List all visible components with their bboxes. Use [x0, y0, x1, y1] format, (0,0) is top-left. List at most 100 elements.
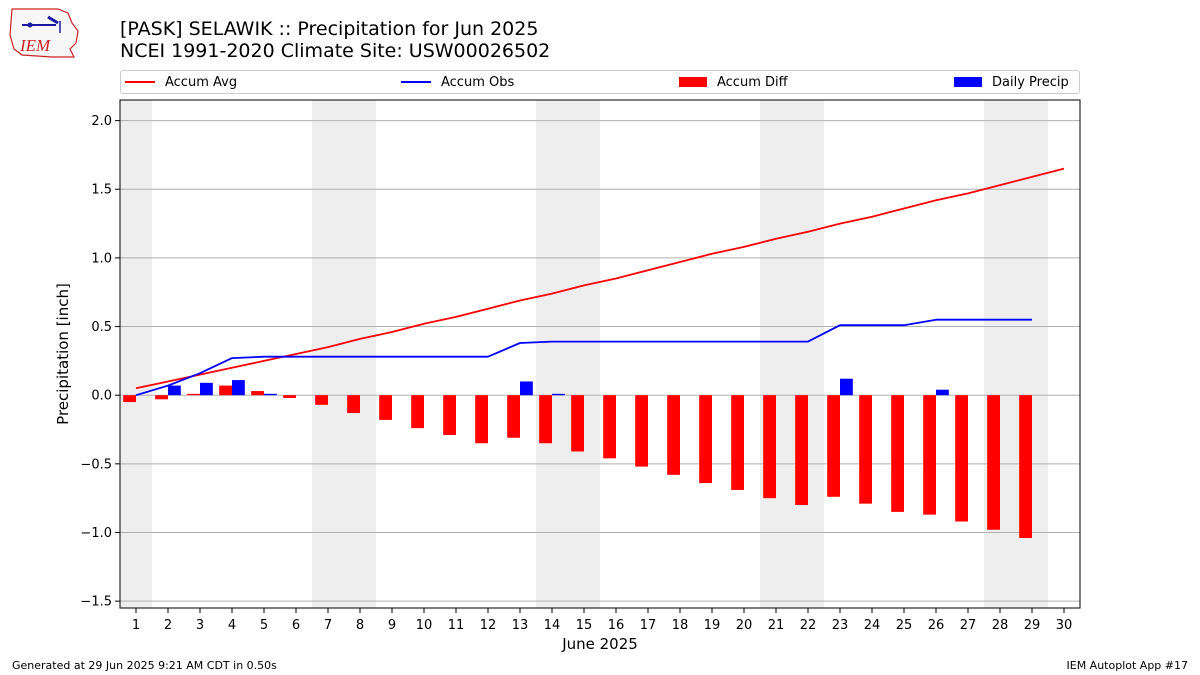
accum-diff-bar — [859, 395, 872, 504]
accum-diff-bar — [571, 395, 584, 452]
accum-diff-bar — [795, 395, 808, 506]
accum-diff-bar — [443, 395, 456, 436]
weekend-shade — [984, 100, 1048, 608]
x-tick-label: 30 — [1056, 618, 1073, 633]
x-tick-label: 26 — [928, 618, 945, 633]
accum-diff-bar — [283, 395, 296, 398]
legend-swatch-accum-diff — [679, 77, 707, 87]
accum-diff-bar — [219, 385, 232, 396]
y-tick-label: 2.0 — [91, 114, 112, 129]
iem-logo: IEM — [8, 5, 80, 59]
accum-diff-bar — [155, 395, 168, 400]
footer-app: IEM Autoplot App #17 — [1066, 659, 1189, 672]
x-tick-label: 27 — [960, 618, 977, 633]
x-tick-label: 5 — [260, 618, 268, 633]
y-tick-label: −1.5 — [80, 595, 112, 610]
legend-label-daily-precip: Daily Precip — [992, 74, 1069, 90]
x-tick-label: 24 — [864, 618, 881, 633]
x-tick-label: 7 — [324, 618, 332, 633]
x-tick-label: 9 — [388, 618, 396, 633]
x-tick-label: 21 — [768, 618, 785, 633]
weekend-shade — [536, 100, 600, 608]
x-tick-label: 3 — [196, 618, 204, 633]
accum-diff-bar — [187, 393, 200, 396]
accum-diff-bar — [347, 395, 360, 414]
x-tick-label: 13 — [512, 618, 529, 633]
daily-precip-bar — [200, 382, 213, 396]
x-tick-label: 10 — [416, 618, 433, 633]
daily-precip-bar — [840, 378, 853, 396]
accum-diff-bar — [539, 395, 552, 444]
plot-frame — [119, 99, 1081, 609]
x-tick-label: 2 — [164, 618, 172, 633]
y-tick-label: −1.0 — [80, 526, 112, 541]
x-tick-label: 12 — [480, 618, 497, 633]
x-tick-label: 4 — [228, 618, 236, 633]
accum-diff-bar — [315, 395, 328, 405]
accum-diff-bar — [123, 395, 136, 403]
x-tick-label: 1 — [132, 618, 140, 633]
x-tick-label: 17 — [640, 618, 657, 633]
legend-swatch-accum-obs — [401, 81, 431, 83]
y-tick-label: 1.5 — [91, 183, 112, 198]
x-tick-label: 23 — [832, 618, 849, 633]
x-tick-label: 8 — [356, 618, 364, 633]
chart-legend: Accum Avg Accum Obs Accum Diff Daily Pre… — [120, 70, 1080, 94]
daily-precip-bar — [552, 393, 565, 396]
accum-diff-bar — [923, 395, 936, 515]
weekend-shade — [760, 100, 824, 608]
daily-precip-bar — [936, 389, 949, 396]
accum-diff-bar — [731, 395, 744, 490]
footer-generated: Generated at 29 Jun 2025 9:21 AM CDT in … — [12, 659, 277, 672]
legend-item-accum-obs: Accum Obs — [401, 71, 514, 93]
x-tick-label: 29 — [1024, 618, 1041, 633]
y-tick-label: 0.0 — [91, 389, 112, 404]
accum-diff-bar — [763, 395, 776, 499]
x-tick-label: 20 — [736, 618, 753, 633]
accum-diff-bar — [507, 395, 520, 438]
chart-subtitle: NCEI 1991-2020 Climate Site: USW00026502 — [120, 40, 551, 62]
accum-diff-bar — [1019, 395, 1032, 538]
accum-diff-bar — [603, 395, 616, 459]
accum-diff-bar — [827, 395, 840, 497]
accum-diff-bar — [475, 395, 488, 444]
accum-diff-bar — [987, 395, 1000, 530]
y-tick-label: −0.5 — [80, 457, 112, 472]
weekend-shade — [120, 100, 152, 608]
accum-diff-bar — [379, 395, 392, 420]
accum-diff-bar — [891, 395, 904, 512]
legend-item-accum-diff: Accum Diff — [679, 71, 788, 93]
daily-precip-bar — [520, 381, 533, 396]
accum-avg-line — [135, 167, 1065, 390]
logo-text: IEM — [19, 36, 51, 55]
legend-swatch-accum-avg — [125, 81, 155, 83]
accum-diff-bar — [699, 395, 712, 484]
accum-diff-bar — [667, 395, 680, 475]
legend-label-accum-diff: Accum Diff — [717, 74, 788, 90]
daily-precip-bar — [168, 385, 181, 396]
x-tick-label: 28 — [992, 618, 1009, 633]
legend-item-daily-precip: Daily Precip — [954, 71, 1069, 93]
x-tick-label: 14 — [544, 618, 561, 633]
legend-item-accum-avg: Accum Avg — [125, 71, 237, 93]
x-axis-label: June 2025 — [561, 635, 638, 653]
x-tick-label: 15 — [576, 618, 593, 633]
accum-diff-bar — [411, 395, 424, 429]
legend-label-accum-obs: Accum Obs — [441, 74, 515, 90]
y-axis-label: Precipitation [inch] — [54, 283, 72, 425]
x-tick-label: 11 — [448, 618, 465, 633]
daily-precip-bar — [232, 380, 245, 396]
legend-swatch-daily-precip — [954, 77, 982, 87]
x-tick-label: 16 — [608, 618, 625, 633]
accum-diff-bar — [635, 395, 648, 467]
y-tick-label: 1.0 — [91, 251, 112, 266]
x-tick-label: 18 — [672, 618, 689, 633]
accum-diff-bar — [955, 395, 968, 522]
x-tick-label: 22 — [800, 618, 817, 633]
weekend-shade — [312, 100, 376, 608]
accum-obs-line — [135, 318, 1032, 397]
x-tick-label: 6 — [292, 618, 300, 633]
y-tick-label: 0.5 — [91, 320, 112, 335]
accum-diff-bar — [251, 391, 264, 396]
